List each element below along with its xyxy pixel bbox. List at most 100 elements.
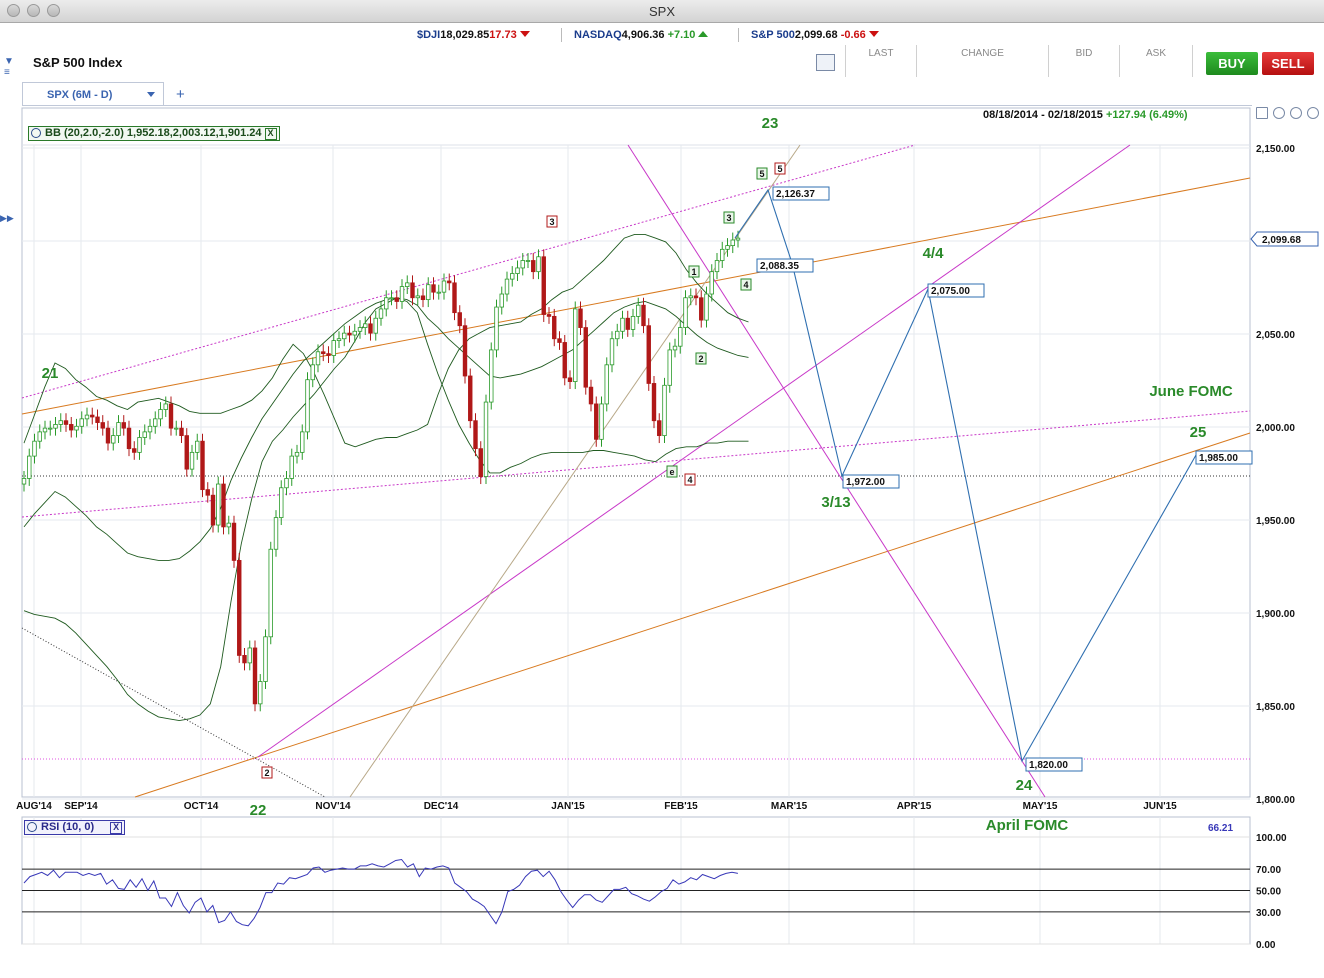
candle-body (69, 424, 74, 431)
close-icon[interactable]: X (264, 128, 277, 140)
indicator-settings-icon[interactable] (31, 128, 41, 138)
rsi-indicator-label[interactable]: RSI (10, 0) X (24, 820, 126, 835)
candle-body (179, 427, 184, 437)
candle-body (672, 345, 678, 351)
chevron-down-icon[interactable] (147, 92, 155, 97)
candle-body (58, 420, 63, 425)
projection-label: 2,075.00 (931, 286, 970, 297)
candle-body (410, 282, 415, 299)
candle-body (74, 425, 79, 431)
candle-body (231, 522, 237, 561)
trendline (21, 144, 916, 399)
candle-body (688, 295, 693, 299)
bb-text: BB (20,2.0,-2.0) 1,952.18,2,003.12,1,901… (45, 127, 262, 139)
candle-body (189, 451, 195, 470)
wave-annotation: June FOMC (1149, 383, 1233, 400)
price-axis-label: 1,800.00 (1256, 795, 1295, 806)
indicator-settings-icon[interactable] (27, 822, 37, 832)
fit-icon[interactable] (1256, 107, 1268, 119)
candle-body (373, 317, 378, 334)
candle-body (730, 239, 735, 246)
candle-body (699, 297, 704, 321)
candle-body (651, 383, 657, 422)
wave-label: 3 (726, 213, 731, 223)
add-tab-button[interactable]: + (176, 86, 185, 103)
ticker-nasdaq[interactable]: NASDAQ4,906.36 +7.10 (574, 29, 709, 41)
wave-annotation: 23 (762, 115, 779, 132)
candle-body (494, 306, 499, 351)
rsi-axis-label: 50.00 (1256, 887, 1281, 898)
candle-body (111, 435, 116, 444)
wave-label-box (546, 215, 558, 228)
ticker-dji[interactable]: $DJI18,029.8517.73 (417, 29, 530, 41)
zoom-out-icon[interactable] (1290, 107, 1302, 119)
candle-body (121, 422, 126, 429)
wave-label-box (740, 278, 752, 291)
bollinger-band-lower (23, 297, 749, 722)
candle-body (336, 338, 342, 342)
ticker-name: S&P 500 (751, 29, 795, 41)
candle-body (37, 431, 42, 442)
tab-spx-6m-d[interactable]: SPX (6M - D) (22, 82, 164, 106)
candle-body (546, 314, 552, 317)
ticker-divider (561, 28, 562, 42)
ticker-change: -0.66 (840, 29, 866, 41)
time-axis-label: JAN'15 (551, 801, 585, 812)
candle-body (510, 273, 515, 280)
wave-annotation: April FOMC (986, 817, 1069, 834)
close-icon[interactable]: X (110, 822, 123, 834)
candle-body (657, 420, 662, 437)
candle-body (147, 425, 153, 433)
candle-body (331, 340, 336, 356)
candle-body (683, 297, 688, 328)
projection-label-box (842, 474, 900, 489)
header-divider (1048, 45, 1049, 77)
candle-body (552, 315, 557, 340)
candle-body (678, 327, 683, 347)
candle-body (462, 325, 468, 377)
wave-label-box (688, 265, 700, 278)
rsi-current-value: 66.21 (1208, 823, 1233, 834)
snapshot-icon[interactable] (816, 54, 835, 71)
candle-body (457, 312, 462, 327)
candle-body (599, 403, 604, 440)
date-range-text: 08/18/2014 - 02/18/2015 (983, 109, 1103, 121)
candle-body (284, 478, 289, 489)
candle-body (641, 304, 646, 327)
candle-body (363, 323, 368, 328)
ticker-sp500[interactable]: S&P 5002,099.68 -0.66 (751, 29, 879, 41)
candle-body (436, 291, 441, 294)
zoom-reset-icon[interactable] (1307, 107, 1319, 119)
candle-body (620, 317, 625, 332)
candle-body (609, 338, 615, 366)
down-arrow-icon (519, 31, 530, 37)
close-window-button[interactable] (7, 4, 20, 17)
bb-indicator-label[interactable]: BB (20,2.0,-2.0) 1,952.18,2,003.12,1,901… (28, 126, 280, 141)
candle-body (709, 271, 714, 295)
candle-body (168, 403, 174, 429)
buy-button[interactable]: BUY (1206, 52, 1258, 75)
zoom-in-icon[interactable] (1273, 107, 1285, 119)
sell-button[interactable]: SELL (1262, 52, 1314, 75)
wave-label: 5 (777, 164, 782, 174)
projection-label-box (927, 283, 985, 298)
bollinger-band-middle (23, 297, 749, 561)
candle-body (567, 377, 573, 382)
expand-panel-icon[interactable]: ▶▶ (0, 213, 14, 223)
candle-body (184, 435, 189, 470)
candle-body (594, 403, 599, 440)
candle-body (84, 414, 90, 420)
collapse-icon[interactable]: ▼ ≡ (4, 56, 14, 78)
minimize-window-button[interactable] (27, 4, 40, 17)
candle-body (321, 351, 326, 355)
candle-body (42, 427, 48, 433)
ticker-change: 17.73 (489, 29, 517, 41)
candle-body (667, 349, 672, 386)
candle-body (205, 489, 210, 496)
zoom-window-button[interactable] (47, 4, 60, 17)
candle-body (636, 304, 641, 317)
candle-body (441, 280, 447, 293)
chart-frame (21, 107, 1251, 798)
price-axis-label: 1,950.00 (1256, 516, 1295, 527)
